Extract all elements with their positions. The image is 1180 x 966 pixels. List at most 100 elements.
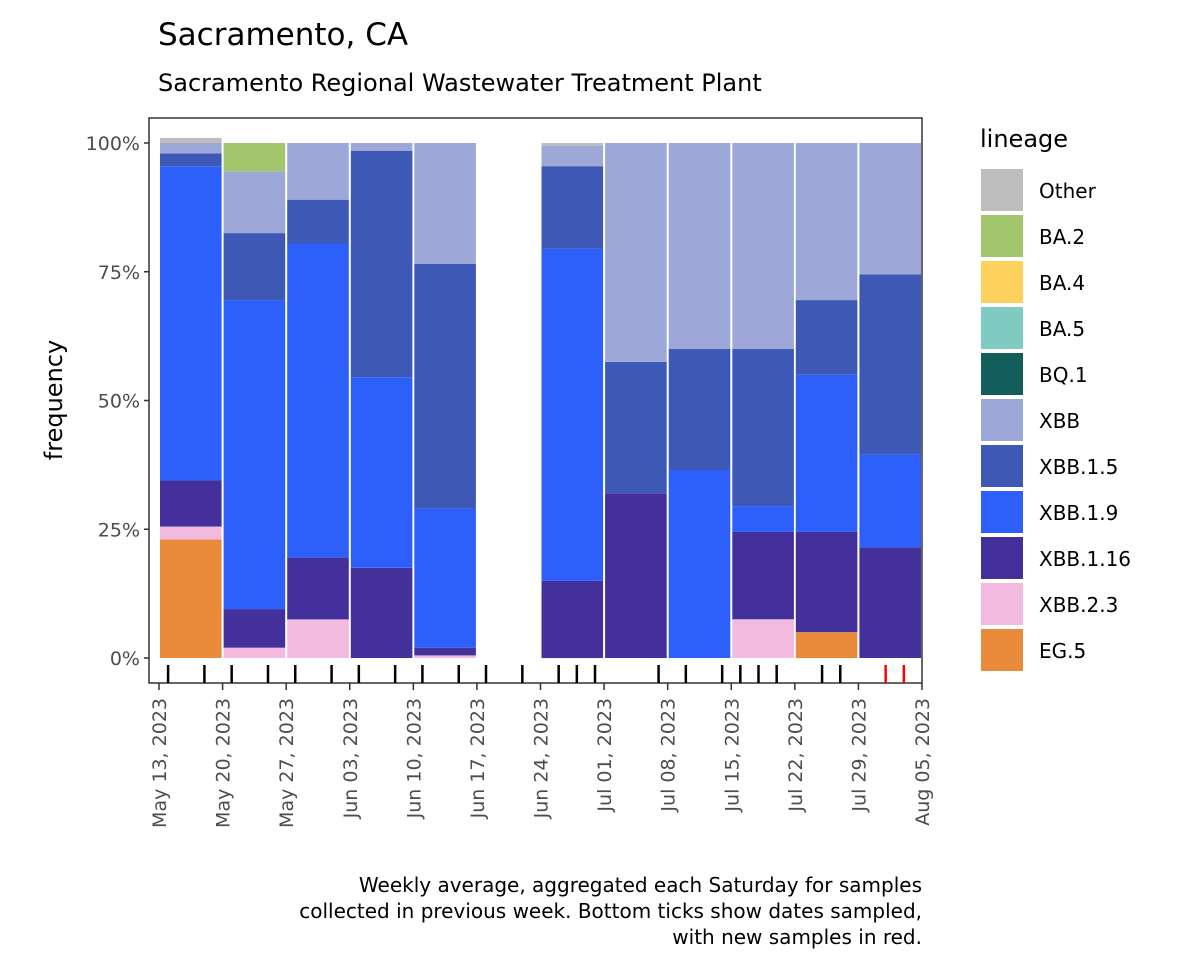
- x-tick-label: May 27, 2023: [276, 698, 298, 828]
- bar: [605, 143, 667, 658]
- legend-item: XBB.1.9: [981, 491, 1118, 533]
- legend-label: Other: [1039, 179, 1097, 203]
- bar-segment: [668, 349, 731, 470]
- y-tick-label: 100%: [86, 133, 140, 155]
- legend-swatch: [981, 445, 1023, 487]
- chart-subtitle: Sacramento Regional Wastewater Treatment…: [158, 69, 762, 97]
- y-tick-label: 25%: [98, 519, 140, 541]
- bar: [668, 143, 731, 658]
- sample-date-rug: [166, 665, 906, 683]
- x-tick-label: Jul 15, 2023: [721, 698, 743, 813]
- bar-segment: [859, 143, 921, 275]
- x-axis: May 13, 2023 May 20, 2023 May 27, 2023 Jun …: [149, 683, 934, 828]
- legend-swatch: [981, 261, 1023, 303]
- bar: [859, 143, 921, 658]
- bar-segment: [287, 557, 349, 620]
- bar-segment: [541, 143, 604, 146]
- x-tick-label: May 20, 2023: [213, 698, 235, 828]
- legend-swatch: [981, 215, 1023, 257]
- legend-label: XBB.1.16: [1039, 547, 1131, 571]
- legend-item: XBB.1.16: [981, 537, 1131, 579]
- legend-swatch: [981, 353, 1023, 395]
- y-tick-label: 75%: [98, 262, 140, 284]
- bar-segment: [223, 143, 286, 172]
- bar-segment: [160, 143, 222, 154]
- bar-segment: [414, 508, 476, 648]
- bar-segment: [223, 609, 286, 648]
- legend-label: BQ.1: [1039, 363, 1088, 387]
- bar: [350, 143, 413, 658]
- legend-item: XBB.2.3: [981, 583, 1118, 625]
- legend-label: BA.2: [1039, 225, 1085, 249]
- bar-segment: [732, 531, 794, 620]
- bar-segment: [541, 248, 604, 581]
- bar-segment: [668, 470, 731, 658]
- bar: [160, 137, 222, 658]
- bar-segment: [223, 233, 286, 301]
- legend-title: lineage: [980, 125, 1068, 153]
- caption-line: collected in previous week. Bottom ticks…: [299, 899, 922, 923]
- bar: [223, 143, 286, 658]
- x-tick-label: Jun 24, 2023: [531, 698, 553, 819]
- bar-segment: [732, 143, 794, 349]
- legend-item: BA.5: [981, 307, 1085, 349]
- bar-segment: [287, 619, 349, 658]
- bar-segment: [414, 647, 476, 656]
- legend-swatch: [981, 537, 1023, 579]
- legend-swatch: [981, 307, 1023, 349]
- caption-line: with new samples in red.: [672, 925, 922, 949]
- bar-segment: [541, 166, 604, 249]
- bar-segment: [859, 547, 921, 658]
- bar-segment: [160, 166, 222, 481]
- legend-item: BA.2: [981, 215, 1085, 257]
- bar-segment: [350, 567, 413, 658]
- bar-segment: [160, 153, 222, 167]
- bar-segment: [859, 454, 921, 548]
- bar-segment: [223, 647, 286, 658]
- bar: [541, 143, 604, 659]
- legend-label: XBB.2.3: [1039, 593, 1118, 617]
- legend-label: BA.5: [1039, 317, 1085, 341]
- legend-label: BA.4: [1039, 271, 1085, 295]
- bar-segment: [541, 145, 604, 167]
- bar-segment: [160, 137, 222, 143]
- legend-item: BQ.1: [981, 353, 1088, 395]
- bar-segment: [795, 143, 858, 301]
- bar-segment: [541, 580, 604, 659]
- legend-item: XBB.1.5: [981, 445, 1118, 487]
- bar-segment: [350, 150, 413, 378]
- bar-segment: [605, 361, 667, 494]
- bar-segment: [732, 349, 794, 507]
- chart-title: Sacramento, CA: [158, 17, 408, 53]
- x-tick-label: Jul 22, 2023: [785, 698, 807, 813]
- caption: Weekly average, aggregated each Saturday…: [299, 873, 922, 949]
- bar-segment: [795, 374, 858, 532]
- bar-segment: [795, 531, 858, 633]
- legend-item: EG.5: [981, 629, 1086, 671]
- y-axis: 0% 25% 50% 75% 100%: [86, 133, 149, 670]
- legend-swatch: [981, 629, 1023, 671]
- legend-swatch: [981, 583, 1023, 625]
- legend-item: BA.4: [981, 261, 1085, 303]
- bar-segment: [795, 300, 858, 375]
- bar-segment: [287, 243, 349, 558]
- x-tick-label: Jul 29, 2023: [848, 698, 870, 813]
- bar-segment: [668, 143, 731, 349]
- bar-segment: [605, 143, 667, 362]
- bar-segment: [859, 274, 921, 455]
- bar: [732, 143, 794, 658]
- bar-segment: [287, 143, 349, 200]
- bar-segment: [795, 632, 858, 659]
- legend-swatch: [981, 491, 1023, 533]
- legend-label: EG.5: [1039, 639, 1086, 663]
- bar-segment: [732, 619, 794, 658]
- bar-segment: [605, 493, 667, 658]
- x-tick-label: Aug 05, 2023: [912, 698, 934, 826]
- bar: [795, 143, 858, 659]
- bar-segment: [287, 199, 349, 244]
- bar-segment: [160, 526, 222, 540]
- bar-segment: [160, 539, 222, 658]
- x-tick-label: Jun 17, 2023: [467, 698, 489, 819]
- bar-segment: [414, 655, 476, 658]
